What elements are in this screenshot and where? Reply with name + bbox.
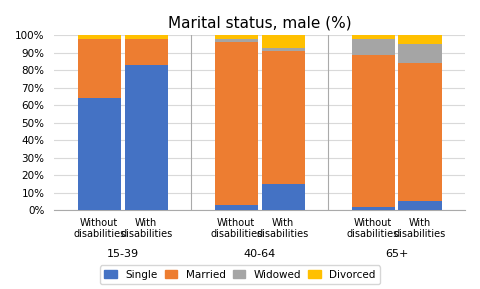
Bar bbox=[125, 65, 168, 210]
Bar bbox=[78, 98, 121, 210]
Bar bbox=[125, 39, 168, 65]
Bar bbox=[262, 184, 305, 210]
Bar bbox=[398, 63, 442, 201]
Bar bbox=[398, 44, 442, 63]
Bar bbox=[398, 201, 442, 210]
Bar bbox=[398, 35, 442, 44]
Legend: Single, Married, Widowed, Divorced: Single, Married, Widowed, Divorced bbox=[100, 266, 380, 284]
Bar bbox=[262, 48, 305, 51]
Text: 40-64: 40-64 bbox=[243, 249, 276, 259]
Bar bbox=[215, 42, 258, 205]
Text: 15-39: 15-39 bbox=[107, 249, 139, 259]
Bar bbox=[351, 35, 395, 39]
Bar bbox=[215, 39, 258, 42]
Bar bbox=[262, 51, 305, 184]
Bar bbox=[215, 35, 258, 39]
Bar bbox=[351, 39, 395, 55]
Bar bbox=[351, 207, 395, 210]
Bar bbox=[78, 39, 121, 98]
Bar bbox=[125, 35, 168, 39]
Title: Marital status, male (%): Marital status, male (%) bbox=[168, 15, 351, 30]
Bar bbox=[78, 35, 121, 39]
Bar bbox=[215, 205, 258, 210]
Bar bbox=[262, 35, 305, 48]
Bar bbox=[351, 55, 395, 207]
Text: 65+: 65+ bbox=[385, 249, 408, 259]
